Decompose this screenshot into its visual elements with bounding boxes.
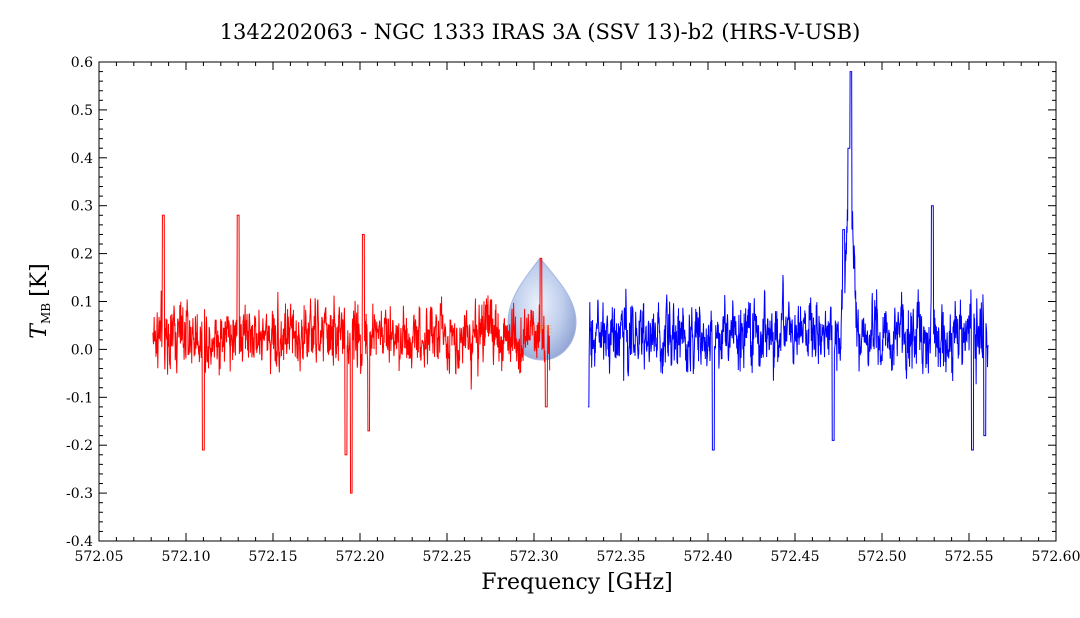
y-tick-label: -0.2 xyxy=(66,438,93,454)
y-tick-label: -0.4 xyxy=(66,534,93,550)
x-tick-label: 572.20 xyxy=(336,549,385,565)
y-tick-label: 0.2 xyxy=(71,247,93,263)
chart-title: 1342202063 - NGC 1333 IRAS 3A (SSV 13)-b… xyxy=(220,20,861,44)
x-tick-label: 572.60 xyxy=(1032,549,1080,565)
y-tick-label: -0.3 xyxy=(66,486,93,502)
y-tick-label: 0.0 xyxy=(71,342,93,358)
y-tick-label: -0.1 xyxy=(66,390,93,406)
x-tick-label: 572.30 xyxy=(510,549,559,565)
y-axis-label-text: TMB [K] xyxy=(27,263,53,338)
y-tick-label: 0.3 xyxy=(71,199,93,215)
x-tick-label: 572.10 xyxy=(162,549,211,565)
y-axis-label: TMB [K] xyxy=(27,263,53,338)
x-tick-label: 572.50 xyxy=(858,549,907,565)
x-tick-label: 572.05 xyxy=(75,549,124,565)
spectrum-series-line xyxy=(152,214,551,494)
x-tick-label: 572.35 xyxy=(597,549,646,565)
series-layer xyxy=(152,71,989,494)
x-tick-label: 572.15 xyxy=(249,549,298,565)
y-label-main: T xyxy=(27,322,52,339)
y-axis: -0.4 -0.3 -0.2 -0.1 0.0 0.1 0.2 0.3 0.4 0.5 0.6 xyxy=(66,55,1056,550)
x-tick-label: 572.40 xyxy=(684,549,733,565)
y-tick-label: 0.6 xyxy=(71,55,93,71)
x-tick-label: 572.55 xyxy=(945,549,994,565)
y-label-sub: MB xyxy=(39,303,53,324)
y-tick-label: 0.1 xyxy=(71,295,93,311)
y-tick-label: 0.4 xyxy=(71,151,93,167)
x-tick-label: 572.25 xyxy=(423,549,472,565)
spectrum-series-line xyxy=(587,71,989,451)
x-axis-label: Frequency [GHz] xyxy=(481,570,673,595)
y-tick-label: 0.5 xyxy=(71,103,93,119)
y-label-unit: [K] xyxy=(27,263,52,297)
x-tick-label: 572.45 xyxy=(771,549,820,565)
x-axis: 572.05 572.10 572.15 572.20 572.25 572.30 572.… xyxy=(75,62,1080,565)
